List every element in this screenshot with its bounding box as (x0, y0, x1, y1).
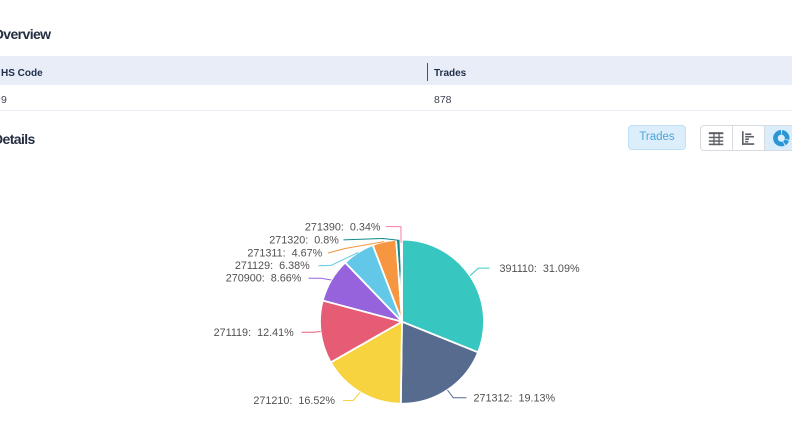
svg-text:391110: 31.09%: 391110: 31.09% (500, 263, 580, 275)
svg-text:271320: 0.8%: 271320: 0.8% (269, 234, 339, 246)
svg-text:271119: 12.41%: 271119: 12.41% (214, 327, 294, 339)
svg-text:271210: 16.52%: 271210: 16.52% (253, 395, 335, 407)
svg-text:271312: 19.13%: 271312: 19.13% (474, 393, 556, 405)
svg-text:270900: 8.66%: 270900: 8.66% (226, 273, 302, 285)
svg-text:271311: 4.67%: 271311: 4.67% (247, 248, 322, 260)
svg-text:271390: 0.34%: 271390: 0.34% (305, 221, 381, 233)
svg-text:271129: 6.38%: 271129: 6.38% (235, 260, 310, 272)
